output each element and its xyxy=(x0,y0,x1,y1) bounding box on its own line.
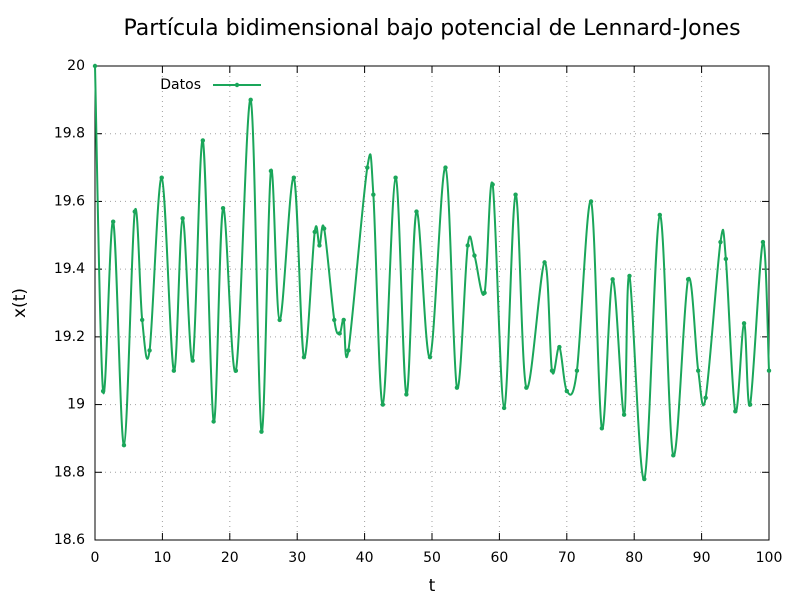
y-axis-label: x(t) xyxy=(10,288,30,318)
plot-border xyxy=(94,65,770,541)
data-point xyxy=(685,277,691,282)
data-point xyxy=(332,317,337,323)
data-point xyxy=(365,165,370,170)
data-point xyxy=(291,175,297,180)
data-point xyxy=(472,253,477,258)
data-point xyxy=(574,368,580,373)
data-point xyxy=(718,239,723,245)
data-point xyxy=(542,260,547,265)
x-tick-label: 30 xyxy=(288,550,306,566)
data-point xyxy=(159,175,164,180)
data-point xyxy=(482,290,487,296)
data-point xyxy=(200,138,206,143)
data-point xyxy=(766,368,772,373)
x-tick-label: 20 xyxy=(221,550,239,566)
data-point xyxy=(312,229,317,235)
x-tick-label: 10 xyxy=(153,550,171,566)
data-point xyxy=(321,226,327,231)
data-point xyxy=(610,277,615,282)
data-point xyxy=(248,97,253,103)
data-point xyxy=(341,317,346,323)
data-point xyxy=(100,388,106,394)
chart-title: Partícula bidimensional bajo potencial d… xyxy=(123,16,740,41)
data-point xyxy=(92,63,98,69)
data-point xyxy=(393,175,398,180)
data-point xyxy=(443,165,448,170)
data-point xyxy=(599,426,605,431)
data-point xyxy=(747,402,753,407)
data-point xyxy=(454,385,460,390)
data-point xyxy=(277,317,282,323)
data-point xyxy=(132,209,137,214)
data-point xyxy=(317,243,322,248)
data-point xyxy=(642,476,647,482)
y-tick-label: 19.6 xyxy=(54,193,85,209)
y-tick-label: 19.8 xyxy=(54,126,85,142)
data-point xyxy=(696,368,701,373)
x-axis-label: t xyxy=(429,576,436,596)
data-point xyxy=(211,419,216,424)
data-point xyxy=(657,212,663,218)
data-point xyxy=(549,368,555,373)
y-tick-label: 20 xyxy=(67,58,85,74)
x-tick-label: 0 xyxy=(91,550,100,566)
data-point xyxy=(110,219,116,224)
data-point xyxy=(465,243,470,248)
data-point xyxy=(703,395,708,400)
legend-label: Datos xyxy=(160,77,201,93)
data-point xyxy=(524,385,529,390)
data-point xyxy=(557,344,562,350)
data-point xyxy=(723,256,729,262)
data-point xyxy=(741,321,747,326)
data-point xyxy=(414,209,419,214)
y-tick-label: 18.6 xyxy=(54,532,85,548)
x-tick-label: 100 xyxy=(756,550,783,566)
data-point xyxy=(564,388,569,394)
x-tick-label: 50 xyxy=(423,550,441,566)
data-point xyxy=(371,192,376,197)
legend-marker xyxy=(234,82,240,88)
data-point xyxy=(760,239,766,245)
data-point xyxy=(220,206,226,211)
data-point xyxy=(490,182,495,187)
x-tick-label: 60 xyxy=(490,550,508,566)
data-point xyxy=(733,409,738,414)
data-point xyxy=(180,216,185,221)
data-point xyxy=(139,317,145,323)
data-point xyxy=(233,368,239,373)
data-point xyxy=(190,358,195,363)
data-point xyxy=(171,368,177,373)
y-tick-label: 19 xyxy=(67,397,85,413)
data-point xyxy=(259,429,264,434)
data-point xyxy=(301,354,307,360)
data-point xyxy=(621,412,627,417)
data-point xyxy=(588,199,594,204)
data-point xyxy=(121,443,127,448)
y-tick-label: 19.4 xyxy=(54,261,85,277)
data-point xyxy=(627,273,632,279)
data-point xyxy=(501,405,507,411)
x-tick-label: 40 xyxy=(356,550,374,566)
data-point xyxy=(404,392,409,397)
data-point xyxy=(671,453,676,458)
data-point xyxy=(380,402,385,407)
data-point xyxy=(268,168,274,174)
data-point xyxy=(513,192,518,197)
y-tick-label: 18.8 xyxy=(54,464,85,480)
x-tick-label: 80 xyxy=(625,550,643,566)
data-point xyxy=(346,348,351,353)
x-tick-label: 70 xyxy=(558,550,576,566)
x-tick-label: 90 xyxy=(693,550,711,566)
data-point xyxy=(337,331,342,336)
data-point xyxy=(427,354,433,360)
data-point xyxy=(147,348,152,353)
y-tick-label: 19.2 xyxy=(54,329,85,345)
